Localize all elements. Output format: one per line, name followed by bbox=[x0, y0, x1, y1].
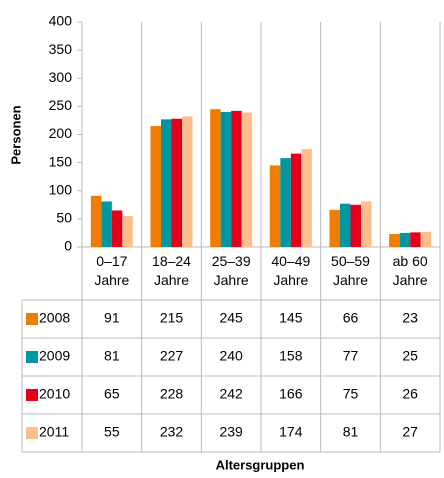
y-tick-label: 50 bbox=[56, 210, 72, 226]
bar bbox=[90, 195, 102, 247]
legend-label: 2010 bbox=[39, 386, 70, 402]
table-value: 66 bbox=[343, 310, 359, 326]
bar bbox=[111, 210, 123, 247]
bar bbox=[361, 201, 372, 247]
y-tick-label: 350 bbox=[49, 41, 73, 57]
table-value: 242 bbox=[219, 386, 243, 402]
table-value: 23 bbox=[402, 310, 418, 326]
bar bbox=[389, 234, 400, 247]
bar bbox=[210, 109, 221, 247]
table-value: 75 bbox=[343, 386, 359, 402]
table-value: 158 bbox=[279, 348, 303, 364]
legend-swatch bbox=[26, 351, 38, 363]
bar bbox=[410, 232, 421, 247]
x-tick-label: 25–39 Jahre bbox=[212, 253, 251, 288]
bar bbox=[171, 118, 182, 247]
x-tick-label: 40–49 Jahre bbox=[271, 253, 310, 288]
bar bbox=[301, 149, 312, 247]
legend-swatch bbox=[26, 427, 38, 439]
table-value: 65 bbox=[104, 386, 120, 402]
bar bbox=[241, 112, 253, 247]
table-value: 215 bbox=[160, 310, 184, 326]
legend-label: 2011 bbox=[39, 424, 69, 440]
x-axis-label: Altersgruppen bbox=[216, 457, 305, 472]
y-tick-label: 250 bbox=[49, 97, 73, 113]
legend-label: 2008 bbox=[39, 310, 70, 326]
y-tick-label: 400 bbox=[49, 13, 73, 29]
bar bbox=[269, 165, 281, 247]
table-value: 77 bbox=[343, 348, 359, 364]
bar bbox=[329, 209, 340, 247]
table-value: 26 bbox=[402, 386, 418, 402]
table-value: 228 bbox=[160, 386, 184, 402]
bar bbox=[220, 112, 232, 247]
table-value: 239 bbox=[219, 424, 243, 440]
bar bbox=[161, 119, 172, 247]
bar bbox=[101, 201, 112, 247]
bar bbox=[182, 116, 193, 247]
y-tick-label: 200 bbox=[49, 125, 73, 141]
bar bbox=[150, 126, 161, 247]
y-axis-label: Personen bbox=[8, 105, 23, 164]
legend-swatch bbox=[26, 313, 38, 325]
x-tick-label: 18–24 Jahre bbox=[152, 253, 191, 288]
table-value: 145 bbox=[279, 310, 303, 326]
table-value: 240 bbox=[219, 348, 243, 364]
table-value: 81 bbox=[343, 424, 359, 440]
bar bbox=[122, 216, 133, 247]
table-value: 245 bbox=[219, 310, 243, 326]
y-tick-label: 300 bbox=[49, 69, 73, 85]
bar bbox=[290, 153, 302, 247]
bar bbox=[340, 203, 351, 247]
y-tick-label: 0 bbox=[64, 238, 72, 254]
table-value: 55 bbox=[104, 424, 120, 440]
table-value: 91 bbox=[104, 310, 120, 326]
bar bbox=[231, 110, 242, 247]
x-tick-label: 0–17 Jahre bbox=[94, 253, 129, 288]
table-value: 232 bbox=[160, 424, 184, 440]
table-value: 166 bbox=[279, 386, 303, 402]
table-value: 25 bbox=[402, 348, 418, 364]
bar bbox=[280, 158, 291, 247]
table-value: 227 bbox=[160, 348, 184, 364]
bar bbox=[399, 232, 411, 247]
bar bbox=[420, 231, 432, 247]
y-tick-label: 100 bbox=[49, 181, 73, 197]
y-tick-label: 150 bbox=[49, 153, 73, 169]
table-value: 81 bbox=[104, 348, 120, 364]
x-tick-label: ab 60 Jahre bbox=[393, 253, 428, 288]
legend-label: 2009 bbox=[39, 348, 70, 364]
bar bbox=[350, 204, 361, 247]
table-value: 27 bbox=[402, 424, 418, 440]
x-tick-label: 50–59 Jahre bbox=[331, 253, 370, 288]
legend-swatch bbox=[26, 389, 38, 401]
table-value: 174 bbox=[279, 424, 303, 440]
